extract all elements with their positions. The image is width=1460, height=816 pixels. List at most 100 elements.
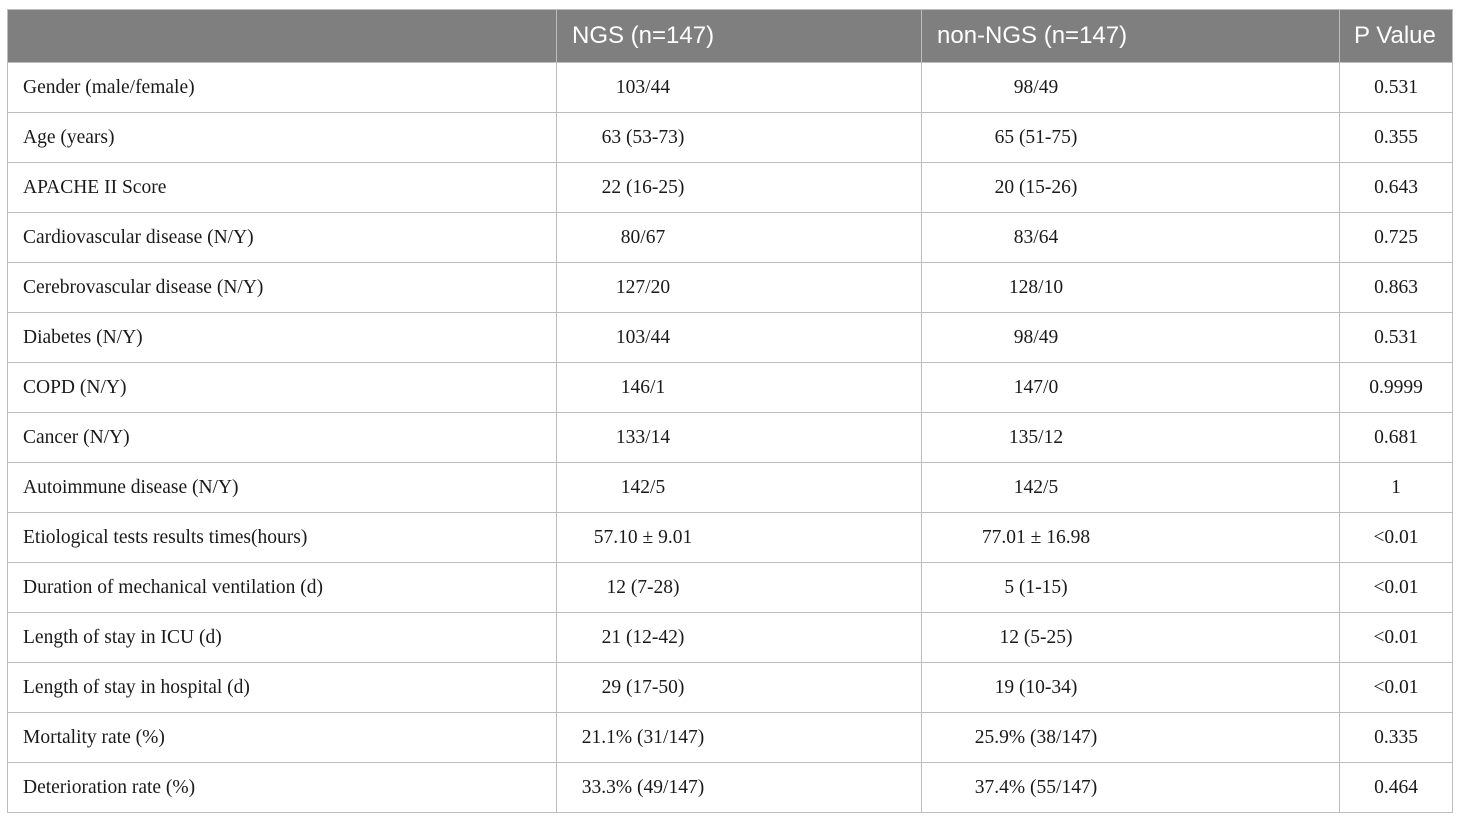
non-ngs-cell: 20 (15-26)	[921, 162, 1340, 213]
non-ngs-value: 142/5	[1013, 476, 1059, 498]
non-ngs-value: 5 (1-15)	[1004, 576, 1068, 598]
row-label: Autoimmune disease (N/Y)	[7, 462, 557, 513]
p-value-cell: 0.531	[1339, 62, 1453, 113]
ngs-value: 146/1	[620, 376, 666, 398]
table-row: Cancer (N/Y) 133/14 135/12 0.681	[7, 412, 1453, 463]
table-row: Length of stay in hospital (d) 29 (17-50)…	[7, 662, 1453, 713]
table-row: Deterioration rate (%) 33.3% (49/147) 37.4…	[7, 762, 1453, 813]
ngs-cell: 29 (17-50)	[556, 662, 922, 713]
non-ngs-value: 19 (10-34)	[994, 676, 1078, 698]
non-ngs-value: 98/49	[1013, 326, 1059, 348]
ngs-value: 133/14	[615, 426, 671, 448]
non-ngs-cell: 37.4% (55/147)	[921, 762, 1340, 813]
ngs-cell: 12 (7-28)	[556, 562, 922, 613]
ngs-cell: 103/44	[556, 312, 922, 363]
table-body: Gender (male/female) 103/44 98/49 0.531 Age …	[7, 62, 1453, 813]
p-value-cell: <0.01	[1339, 512, 1453, 563]
p-value-cell: 0.464	[1339, 762, 1453, 813]
table-header: NGS (n=147) non-NGS (n=147) P Value	[7, 9, 1453, 63]
p-value-cell: <0.01	[1339, 612, 1453, 663]
non-ngs-cell: 77.01 ± 16.98	[921, 512, 1340, 563]
table-row: Duration of mechanical ventilation (d) 12…	[7, 562, 1453, 613]
non-ngs-cell: 19 (10-34)	[921, 662, 1340, 713]
ngs-value: 12 (7-28)	[606, 576, 680, 598]
ngs-value: 63 (53-73)	[601, 126, 685, 148]
ngs-cell: 142/5	[556, 462, 922, 513]
non-ngs-cell: 25.9% (38/147)	[921, 712, 1340, 763]
table-row: Length of stay in ICU (d) 21 (12-42) 12 (5…	[7, 612, 1453, 663]
header-row: NGS (n=147) non-NGS (n=147) P Value	[7, 9, 1453, 63]
non-ngs-cell: 12 (5-25)	[921, 612, 1340, 663]
row-label: Length of stay in hospital (d)	[7, 662, 557, 713]
ngs-value: 80/67	[620, 226, 666, 248]
row-label: Etiological tests results times(hours)	[7, 512, 557, 563]
p-value-cell: 0.681	[1339, 412, 1453, 463]
ngs-cell: 22 (16-25)	[556, 162, 922, 213]
ngs-cell: 33.3% (49/147)	[556, 762, 922, 813]
header-non-ngs: non-NGS (n=147)	[921, 9, 1340, 63]
non-ngs-cell: 147/0	[921, 362, 1340, 413]
p-value-cell: 0.335	[1339, 712, 1453, 763]
non-ngs-cell: 128/10	[921, 262, 1340, 313]
table-row: Diabetes (N/Y) 103/44 98/49 0.531	[7, 312, 1453, 363]
comparison-table: NGS (n=147) non-NGS (n=147) P Value Gend…	[7, 9, 1453, 813]
table-row: APACHE II Score 22 (16-25) 20 (15-26) 0.643	[7, 162, 1453, 213]
table-row: Mortality rate (%) 21.1% (31/147) 25.9% (3…	[7, 712, 1453, 763]
ngs-cell: 127/20	[556, 262, 922, 313]
p-value-cell: 0.725	[1339, 212, 1453, 263]
ngs-value: 142/5	[620, 476, 666, 498]
p-value-cell: 0.9999	[1339, 362, 1453, 413]
ngs-value: 29 (17-50)	[601, 676, 685, 698]
ngs-cell: 80/67	[556, 212, 922, 263]
ngs-value: 22 (16-25)	[601, 176, 685, 198]
row-label: Length of stay in ICU (d)	[7, 612, 557, 663]
p-value-cell: 0.355	[1339, 112, 1453, 163]
row-label: Mortality rate (%)	[7, 712, 557, 763]
table-row: Age (years) 63 (53-73) 65 (51-75) 0.355	[7, 112, 1453, 163]
non-ngs-cell: 135/12	[921, 412, 1340, 463]
row-label: Cardiovascular disease (N/Y)	[7, 212, 557, 263]
non-ngs-value: 83/64	[1013, 226, 1059, 248]
ngs-cell: 146/1	[556, 362, 922, 413]
row-label: Age (years)	[7, 112, 557, 163]
row-label: COPD (N/Y)	[7, 362, 557, 413]
ngs-value: 21 (12-42)	[601, 626, 685, 648]
ngs-cell: 21.1% (31/147)	[556, 712, 922, 763]
table-row: Gender (male/female) 103/44 98/49 0.531	[7, 62, 1453, 113]
p-value-cell: <0.01	[1339, 562, 1453, 613]
table-row: Etiological tests results times(hours) 57…	[7, 512, 1453, 563]
table-row: Cardiovascular disease (N/Y) 80/67 83/64 0.…	[7, 212, 1453, 263]
p-value-cell: 1	[1339, 462, 1453, 513]
header-p-value: P Value	[1339, 9, 1453, 63]
table-row: COPD (N/Y) 146/1 147/0 0.9999	[7, 362, 1453, 413]
non-ngs-cell: 83/64	[921, 212, 1340, 263]
non-ngs-value: 25.9% (38/147)	[974, 726, 1098, 748]
ngs-value: 21.1% (31/147)	[581, 726, 705, 748]
non-ngs-value: 20 (15-26)	[994, 176, 1078, 198]
table-row: Autoimmune disease (N/Y) 142/5 142/5 1	[7, 462, 1453, 513]
p-value-cell: 0.531	[1339, 312, 1453, 363]
ngs-cell: 21 (12-42)	[556, 612, 922, 663]
row-label: Diabetes (N/Y)	[7, 312, 557, 363]
ngs-value: 103/44	[615, 76, 671, 98]
non-ngs-value: 65 (51-75)	[994, 126, 1078, 148]
ngs-cell: 133/14	[556, 412, 922, 463]
header-variable	[7, 9, 557, 63]
row-label: Deterioration rate (%)	[7, 762, 557, 813]
row-label: Cancer (N/Y)	[7, 412, 557, 463]
non-ngs-value: 128/10	[1008, 276, 1064, 298]
p-value-cell: <0.01	[1339, 662, 1453, 713]
non-ngs-value: 98/49	[1013, 76, 1059, 98]
ngs-cell: 57.10 ± 9.01	[556, 512, 922, 563]
non-ngs-value: 12 (5-25)	[999, 626, 1073, 648]
ngs-value: 103/44	[615, 326, 671, 348]
p-value-cell: 0.863	[1339, 262, 1453, 313]
non-ngs-value: 135/12	[1008, 426, 1064, 448]
ngs-cell: 103/44	[556, 62, 922, 113]
non-ngs-cell: 5 (1-15)	[921, 562, 1340, 613]
non-ngs-cell: 98/49	[921, 62, 1340, 113]
ngs-value: 127/20	[615, 276, 671, 298]
row-label: APACHE II Score	[7, 162, 557, 213]
non-ngs-cell: 98/49	[921, 312, 1340, 363]
non-ngs-cell: 142/5	[921, 462, 1340, 513]
